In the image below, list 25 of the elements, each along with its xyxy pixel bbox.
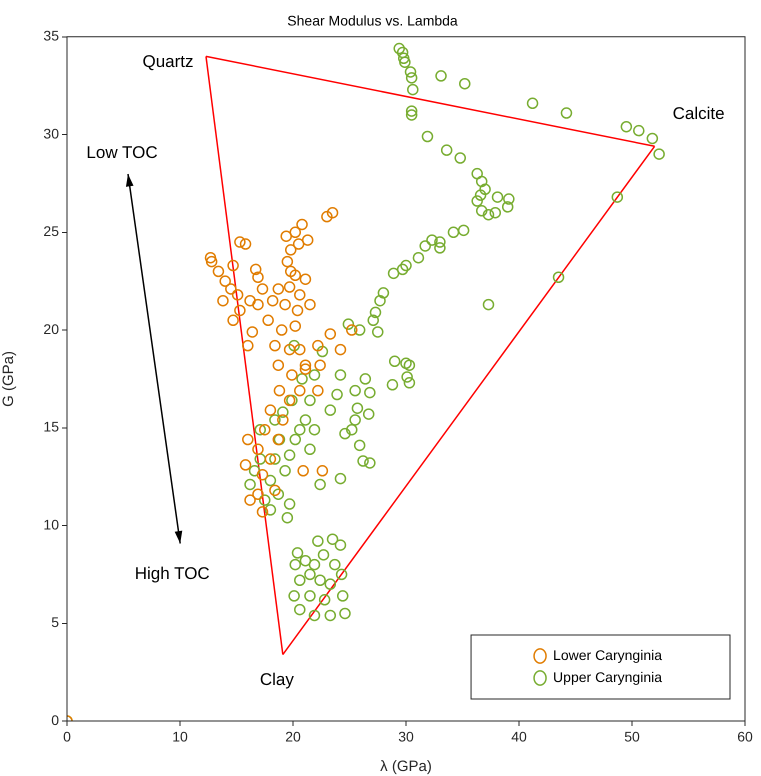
annotation: Calcite (672, 104, 725, 123)
x-tick-label: 60 (737, 728, 753, 744)
x-tick-label: 40 (511, 728, 527, 744)
x-tick-label: 30 (398, 728, 414, 744)
y-tick-label: 20 (43, 320, 60, 337)
x-tick-label: 20 (285, 728, 301, 744)
annotation: Low TOC (85, 142, 159, 164)
y-tick-label: 10 (43, 516, 60, 532)
annotation: Quartz (142, 52, 194, 72)
x-tick-label: 0 (63, 728, 72, 744)
x-axis-title: λ (GPa) (380, 758, 432, 776)
y-tick-label: 30 (43, 125, 60, 142)
chart-title: Shear Modulus vs. Lambda (287, 12, 458, 28)
x-tick-label: 50 (624, 728, 640, 744)
y-axis-title: G (GPa) (0, 350, 18, 407)
y-tick-label: 25 (43, 223, 60, 240)
y-tick-label: 0 (51, 712, 60, 728)
x-tick-label: 10 (172, 728, 188, 744)
y-tick-label: 15 (43, 418, 60, 435)
y-tick-label: 35 (43, 28, 60, 44)
annotation: Clay (260, 670, 294, 690)
y-tick-label: 5 (51, 614, 60, 630)
legend-label: Upper Carynginia (553, 668, 662, 685)
annotation: High TOC (134, 563, 211, 586)
legend-label: Lower Carynginia (553, 646, 662, 663)
